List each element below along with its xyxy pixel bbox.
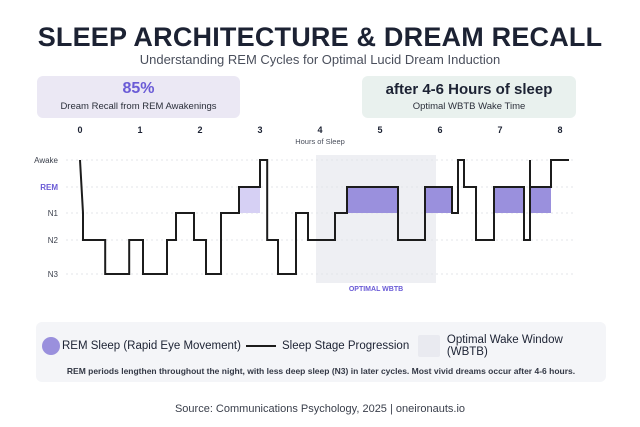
y-tick-label-awake: Awake [34,156,58,165]
y-tick-label-n1: N1 [48,209,59,218]
y-tick-label-n2: N2 [48,236,59,245]
rem-period-2 [347,187,398,213]
x-tick-label-1: 1 [137,125,142,135]
rem-period-5 [530,187,551,213]
legend-note: REM periods lengthen throughout the nigh… [66,366,576,376]
rem-period-3 [425,187,452,213]
x-tick-label-0: 0 [77,125,82,135]
dream-recall-label: Dream Recall from REM Awakenings [60,101,217,112]
sleep-stage-line [79,159,569,275]
x-tick-label-4: 4 [317,125,322,135]
x-tick-label-2: 2 [197,125,202,135]
rem-period-4 [494,187,524,213]
y-tick-label-n3: N3 [48,270,59,279]
sleep-hypnogram-chart: Awake REM N1 N2 N3 0 1 2 3 4 5 6 7 8 Hours of Sleep OPT… [34,125,575,293]
dream-recall-stat-card: 85% Dream Recall from REM Awakenings [37,76,240,118]
purple-circle-icon [42,337,60,355]
source-citation: Source: Communications Psychology, 2025 … [174,403,466,415]
wbtb-time-stat-card: after 4-6 Hours of sleep Optimal WBTB Wa… [362,76,576,118]
legend-label-sleep-stage: Sleep Stage Progression [282,340,410,352]
wbtb-time-label: Optimal WBTB Wake Time [412,101,526,112]
page-subtitle: Understanding REM Cycles for Optimal Luc… [139,52,501,67]
legend-label-wbtb: Optimal Wake Window (WBTB) [446,334,563,358]
x-tick-label-8: 8 [557,125,562,135]
x-tick-label-3: 3 [257,125,262,135]
legend-item-rem: REM Sleep (Rapid Eye Movement) [42,336,241,356]
legend: REM Sleep (Rapid Eye Movement) Sleep Sta… [36,322,606,382]
legend-item-wbtb: Optimal Wake Window (WBTB) [418,334,606,358]
x-tick-label-7: 7 [497,125,502,135]
wbtb-time-value: after 4-6 Hours of sleep [385,81,553,98]
x-axis-label: Hours of Sleep [295,137,345,146]
legend-item-sleep-stage: Sleep Stage Progression [246,336,409,356]
grey-square-icon [418,335,440,357]
wbtb-window-label: OPTIMAL WBTB [349,286,403,293]
y-tick-label-rem: REM [40,183,58,192]
x-tick-label-5: 5 [377,125,382,135]
black-line-icon [246,345,276,347]
legend-label-rem: REM Sleep (Rapid Eye Movement) [62,340,241,352]
rem-period-1 [239,187,260,213]
page-title: SLEEP ARCHITECTURE & DREAM RECALL [37,22,603,52]
dream-recall-value: 85% [122,80,155,97]
x-tick-label-6: 6 [437,125,442,135]
